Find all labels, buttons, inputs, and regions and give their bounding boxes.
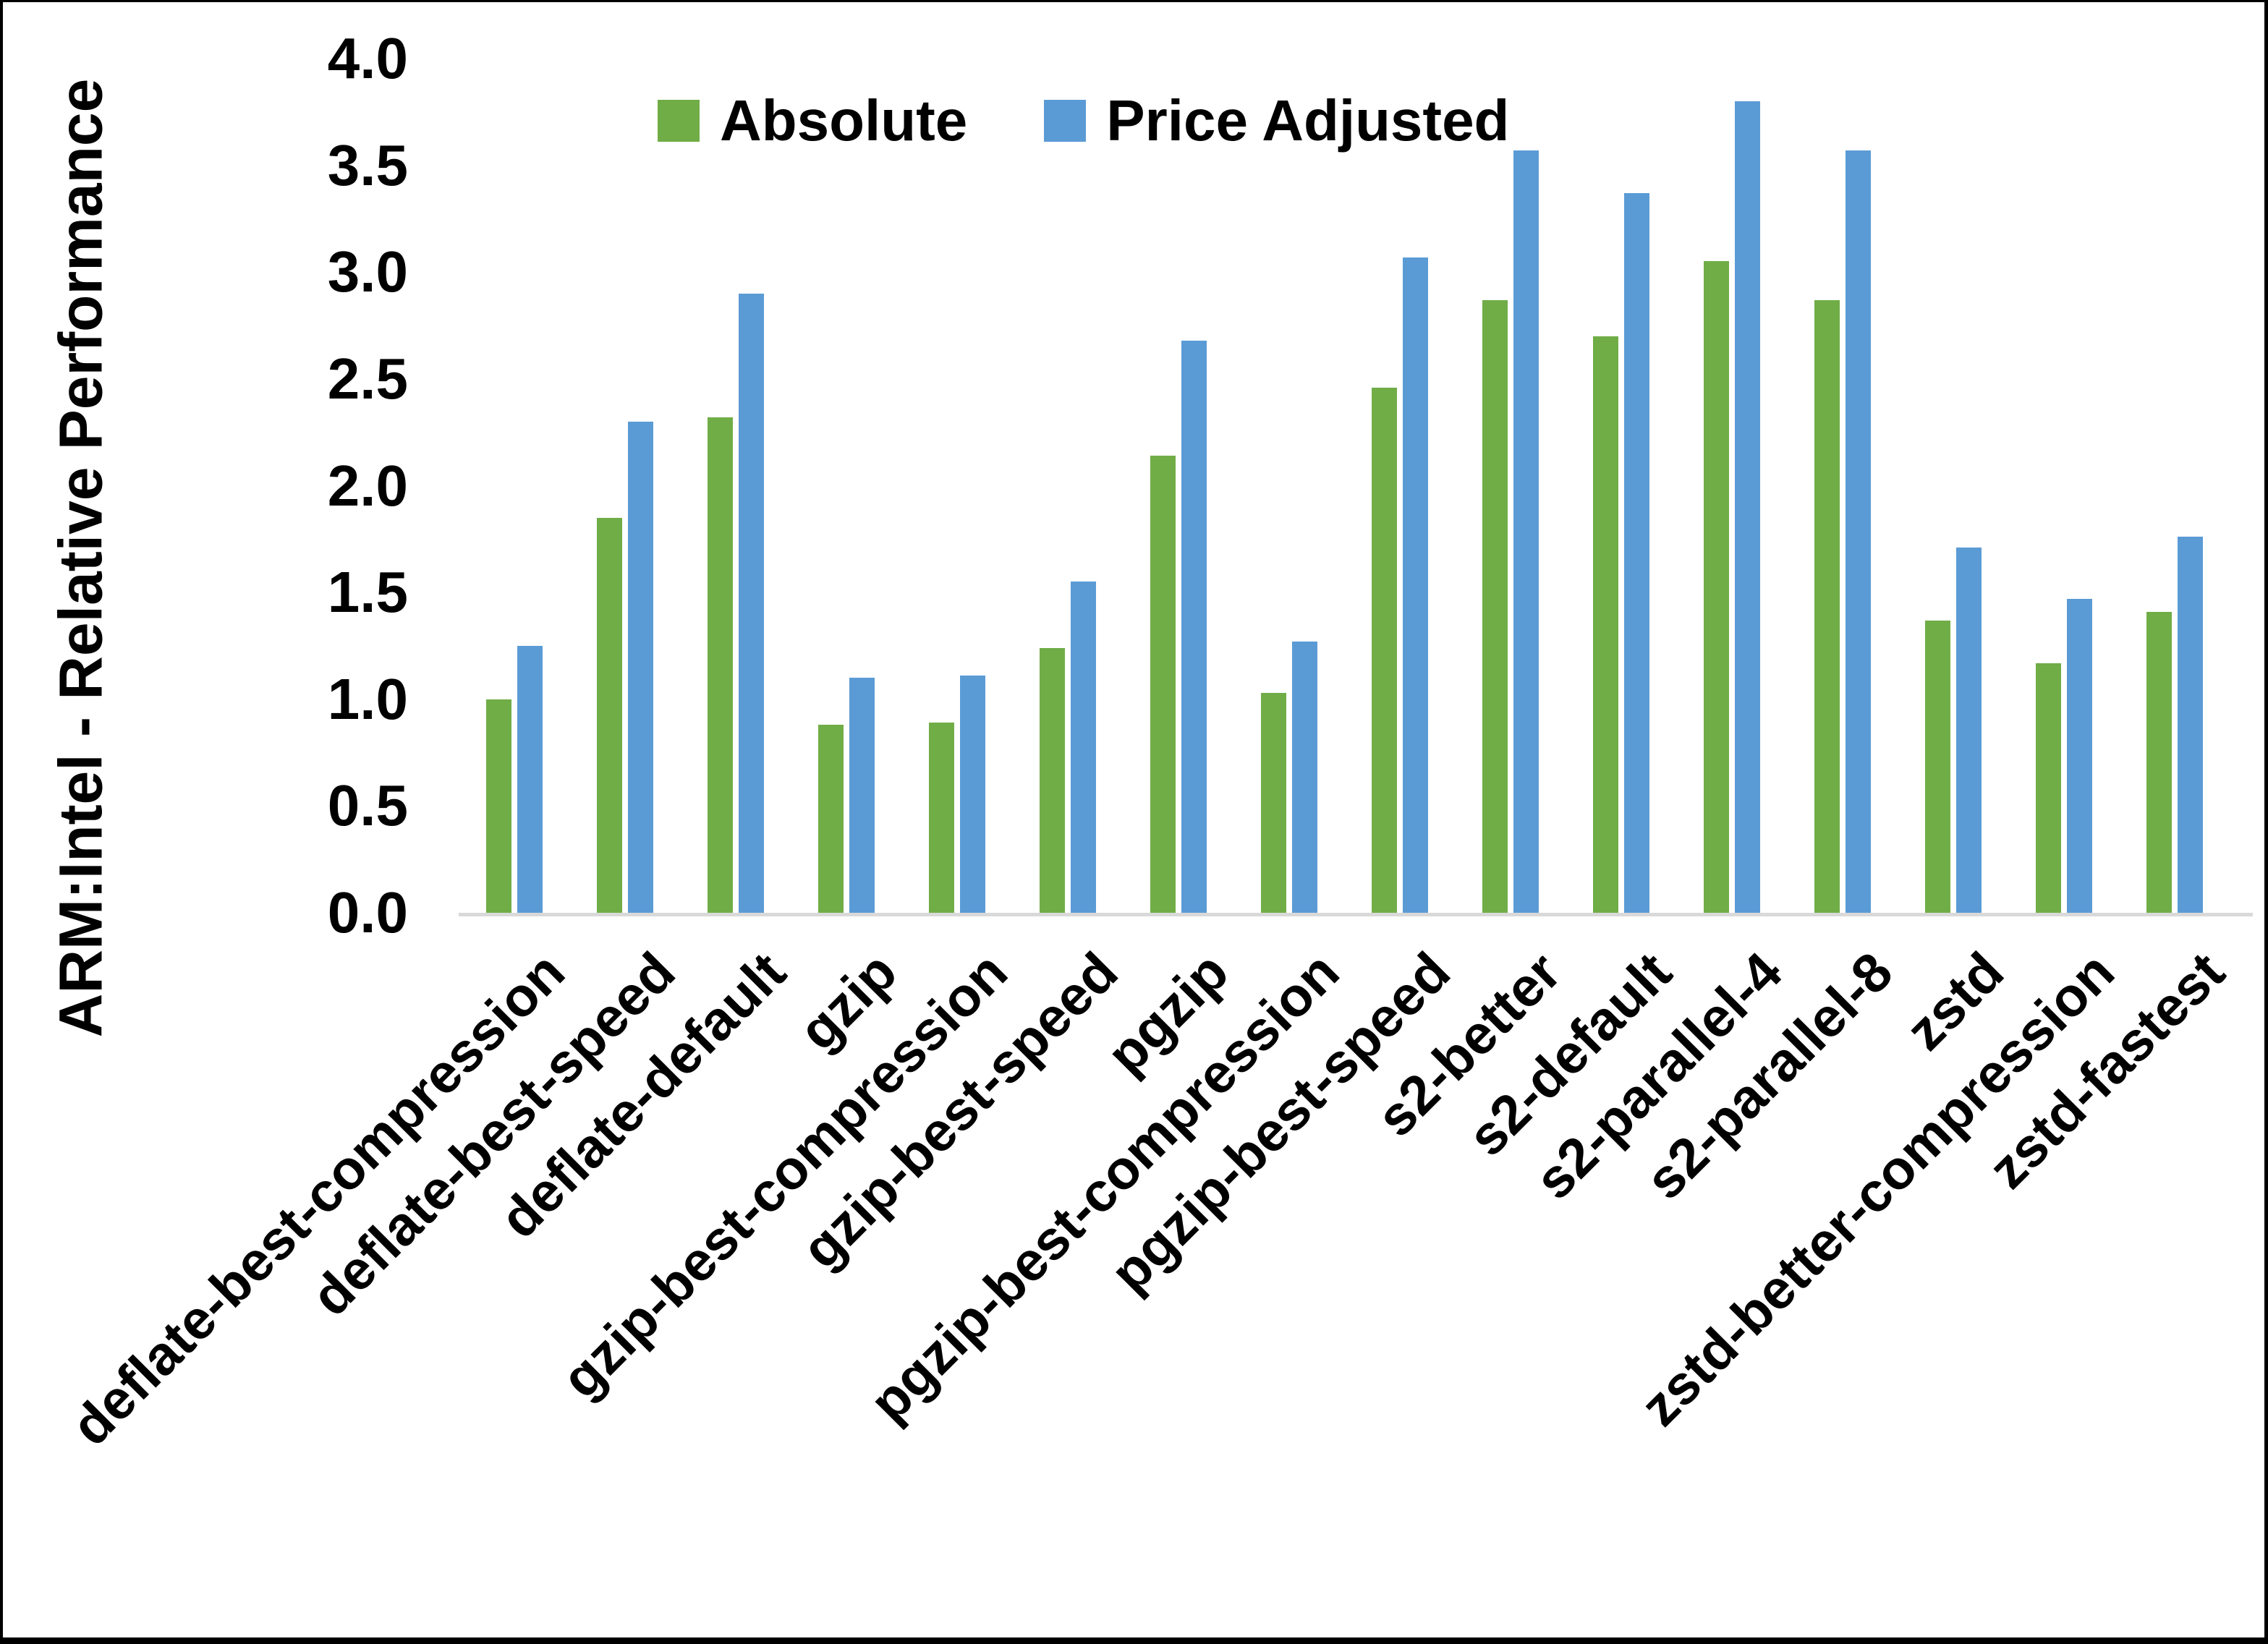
bar-absolute (1482, 300, 1508, 913)
bar-absolute (2035, 663, 2061, 913)
legend-label-absolute: Absolute (720, 88, 968, 153)
bar-absolute (1592, 336, 1618, 913)
bar-price-adjusted (738, 294, 764, 913)
bar-price-adjusted (1955, 548, 1982, 913)
y-tick-label: 4.0 (327, 26, 408, 90)
legend: Absolute Price Adjusted (658, 88, 1509, 154)
bar-absolute (485, 699, 511, 913)
y-tick-label: 0.0 (327, 880, 408, 945)
y-tick-label: 3.0 (327, 239, 408, 304)
legend-swatch-absolute (658, 100, 700, 142)
bar-absolute (596, 518, 622, 913)
bar-price-adjusted (2177, 537, 2203, 913)
bar-absolute (1260, 693, 1286, 913)
y-tick-label: 1.5 (327, 560, 408, 624)
plot-area (459, 59, 2230, 913)
y-tick-label: 3.5 (327, 133, 408, 197)
legend-swatch-price-adjusted (1044, 100, 1087, 142)
bar-absolute (1703, 261, 1729, 913)
bar-price-adjusted (2066, 599, 2092, 913)
bar-price-adjusted (517, 646, 543, 913)
bar-price-adjusted (627, 422, 653, 913)
x-axis-line (459, 913, 2253, 916)
bar-price-adjusted (1623, 193, 1649, 913)
legend-item-price-adjusted: Price Adjusted (1044, 88, 1509, 154)
bar-price-adjusted (1291, 642, 1317, 913)
bar-price-adjusted (1845, 150, 1871, 913)
y-axis-title-text: ARM:Intel - Relative Performance (46, 78, 115, 1037)
y-tick-label: 1.0 (327, 667, 408, 731)
y-tick-label: 0.5 (327, 773, 408, 838)
bar-absolute (1371, 388, 1397, 913)
bar-price-adjusted (1070, 582, 1096, 913)
bar-absolute (1814, 300, 1840, 913)
bar-price-adjusted (1402, 257, 1428, 913)
bar-price-adjusted (849, 678, 875, 913)
bar-absolute (817, 725, 844, 913)
bar-price-adjusted (1513, 150, 1539, 913)
y-tick-label: 2.5 (327, 346, 408, 411)
legend-label-price-adjusted: Price Adjusted (1106, 88, 1510, 153)
bar-absolute (928, 723, 954, 913)
bar-price-adjusted (1734, 101, 1760, 913)
bar-absolute (1150, 456, 1176, 913)
bar-absolute (1924, 621, 1950, 913)
y-tick-label: 2.0 (327, 453, 408, 518)
bar-absolute (1039, 648, 1065, 913)
y-axis-title: ARM:Intel - Relative Performance (38, 59, 124, 1057)
bar-price-adjusted (1181, 341, 1207, 913)
bar-absolute (2146, 612, 2172, 913)
bar-price-adjusted (959, 676, 985, 913)
legend-item-absolute: Absolute (658, 88, 967, 154)
bar-absolute (707, 417, 733, 913)
